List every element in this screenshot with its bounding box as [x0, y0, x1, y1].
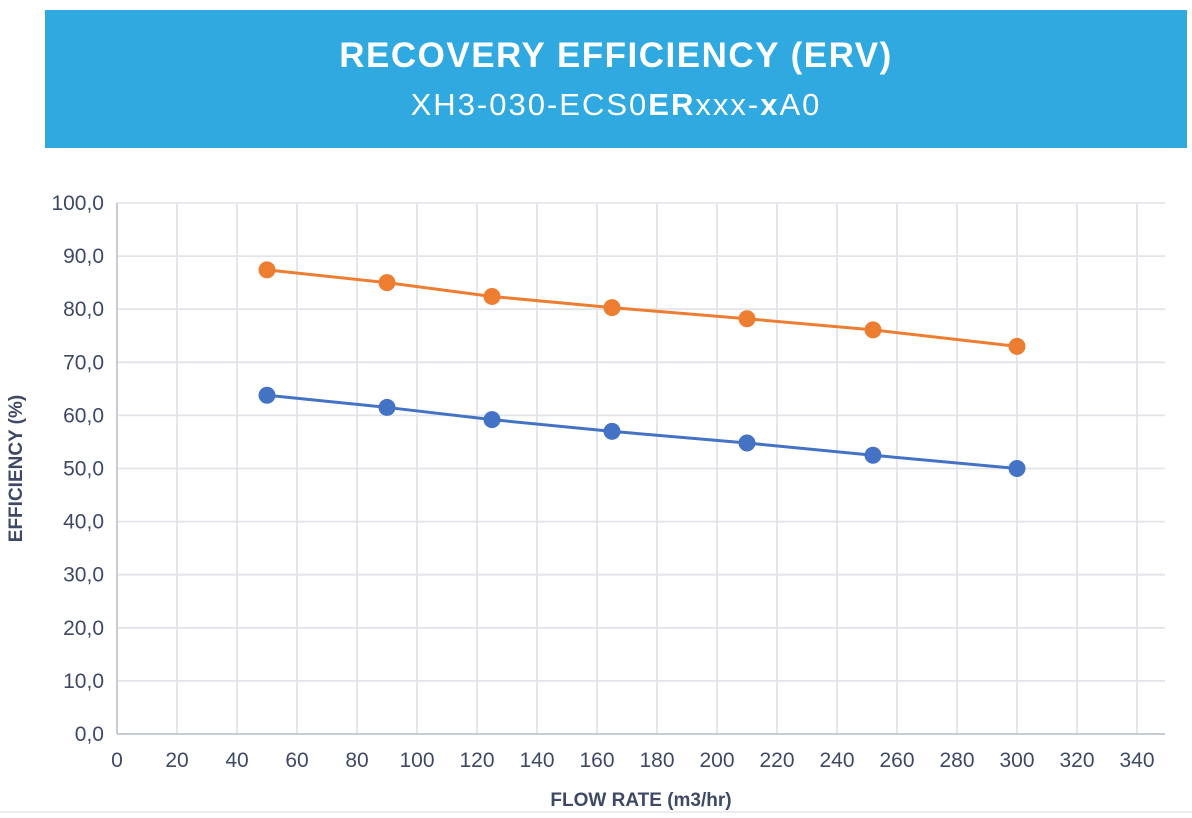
data-point-upper-series-orange [1008, 337, 1026, 355]
y-tick-label: 0,0 [75, 723, 104, 746]
data-point-lower-series-blue [603, 422, 621, 440]
x-tick-label: 160 [579, 749, 614, 772]
data-point-lower-series-blue [864, 446, 882, 464]
bottom-divider [0, 811, 1192, 813]
y-tick-label: 40,0 [63, 511, 104, 534]
y-tick-label: 60,0 [63, 404, 104, 427]
subtitle-segment-bold: ER [648, 86, 696, 122]
y-tick-label: 10,0 [63, 670, 104, 693]
chart-header-banner: RECOVERY EFFICIENCY (ERV) XH3-030-ECS0ER… [45, 10, 1187, 148]
data-point-upper-series-orange [738, 310, 756, 328]
x-tick-label: 140 [519, 749, 554, 772]
y-tick-label: 80,0 [63, 298, 104, 321]
subtitle-segment-bold: x [760, 86, 780, 122]
data-point-upper-series-orange [378, 274, 396, 292]
data-point-upper-series-orange [483, 287, 501, 305]
x-tick-label: 120 [459, 749, 494, 772]
y-tick-label: 90,0 [63, 245, 104, 268]
x-tick-label: 260 [879, 749, 914, 772]
chart-subtitle: XH3-030-ECS0ERxxx-xA0 [411, 87, 822, 123]
data-point-upper-series-orange [258, 261, 276, 279]
x-tick-label: 220 [759, 749, 794, 772]
subtitle-segment: A0 [779, 86, 822, 122]
data-point-lower-series-blue [738, 434, 756, 452]
x-tick-label: 320 [1059, 749, 1094, 772]
chart-title: RECOVERY EFFICIENCY (ERV) [339, 35, 893, 75]
x-tick-label: 280 [939, 749, 974, 772]
data-point-upper-series-orange [603, 299, 621, 317]
x-tick-label: 80 [345, 749, 368, 772]
data-point-lower-series-blue [483, 411, 501, 429]
y-tick-label: 20,0 [63, 617, 104, 640]
x-tick-label: 180 [639, 749, 674, 772]
x-tick-label: 340 [1119, 749, 1154, 772]
y-tick-label: 70,0 [63, 351, 104, 374]
subtitle-segment: XH3-030-ECS0 [410, 86, 649, 122]
data-point-lower-series-blue [378, 398, 396, 416]
data-point-upper-series-orange [864, 321, 882, 339]
x-tick-label: 300 [999, 749, 1034, 772]
x-tick-label: 100 [399, 749, 434, 772]
x-tick-label: 20 [165, 749, 188, 772]
x-axis-title: FLOW RATE (m3/hr) [550, 790, 731, 811]
x-tick-label: 200 [699, 749, 734, 772]
x-tick-label: 60 [285, 749, 308, 772]
data-point-lower-series-blue [1008, 460, 1026, 477]
data-point-lower-series-blue [258, 386, 276, 404]
x-tick-label: 40 [225, 749, 248, 772]
subtitle-segment: xxx- [695, 86, 761, 122]
x-tick-label: 0 [111, 749, 123, 772]
y-tick-label: 100,0 [51, 192, 104, 215]
y-axis-title: EFFICIENCY (%) [6, 395, 27, 542]
y-tick-label: 30,0 [63, 564, 104, 587]
y-tick-label: 50,0 [63, 458, 104, 481]
x-tick-label: 240 [819, 749, 854, 772]
